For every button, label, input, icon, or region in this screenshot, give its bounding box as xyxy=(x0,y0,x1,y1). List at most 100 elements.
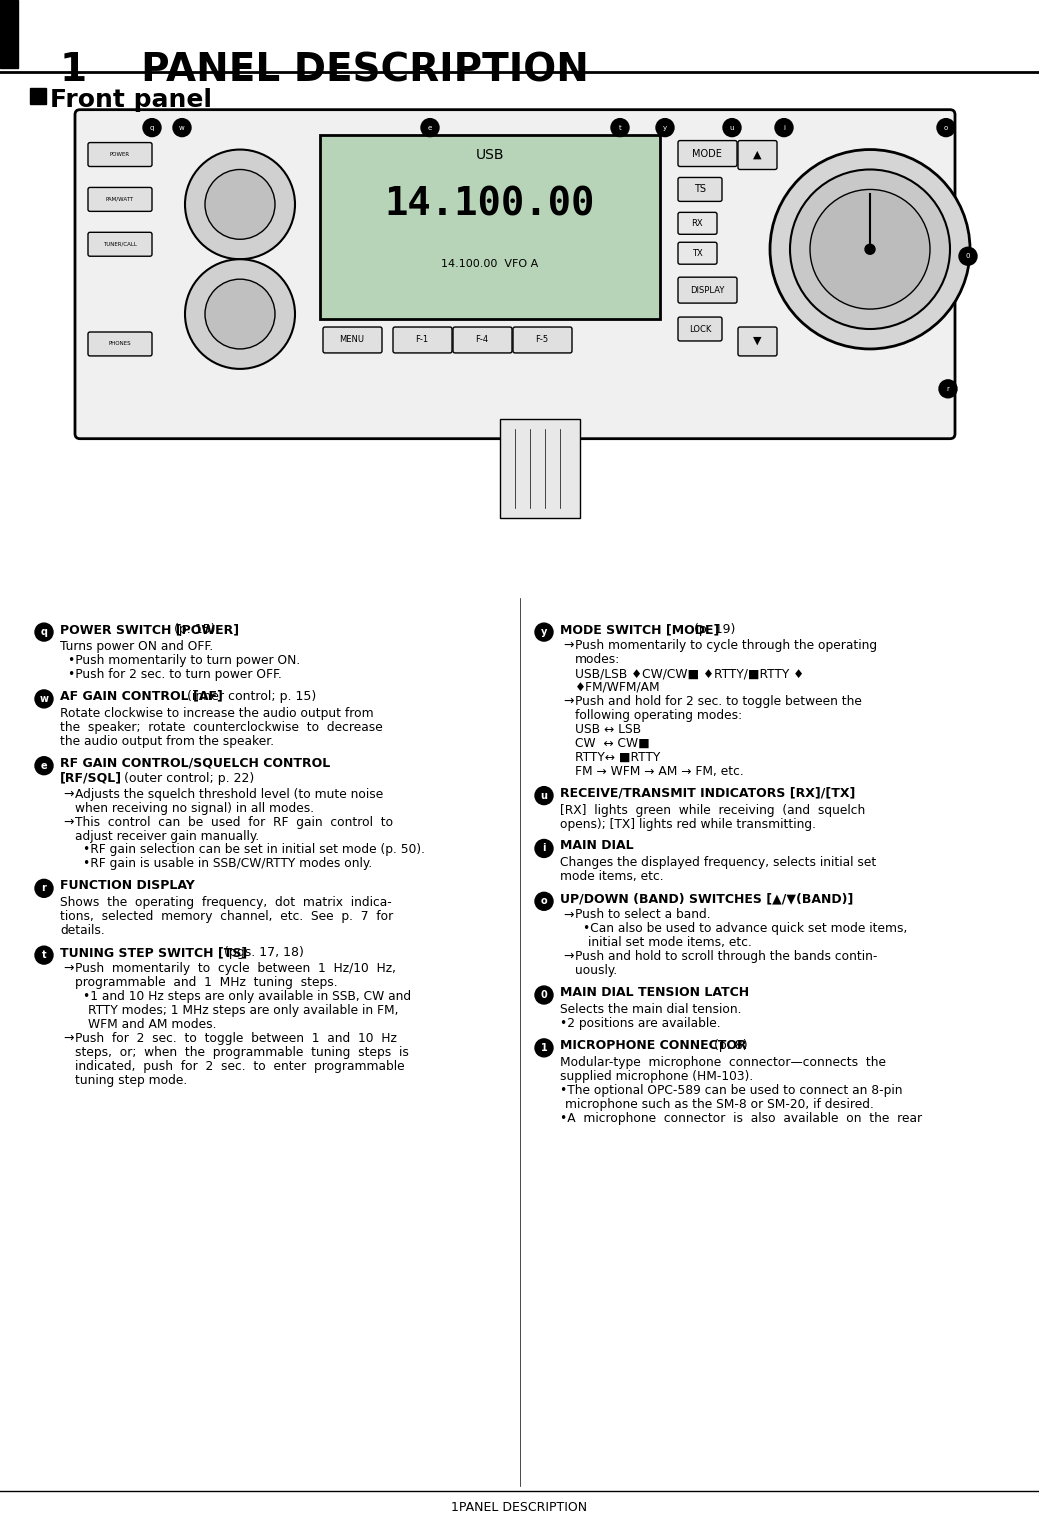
Text: •RF gain selection can be set in initial set mode (p. 50).: •RF gain selection can be set in initial… xyxy=(83,843,425,857)
Text: e: e xyxy=(41,761,48,770)
Text: Changes the displayed frequency, selects initial set: Changes the displayed frequency, selects… xyxy=(560,857,876,870)
Circle shape xyxy=(535,787,553,805)
FancyBboxPatch shape xyxy=(678,317,722,341)
Text: following operating modes:: following operating modes: xyxy=(575,709,742,722)
Text: (p. 19): (p. 19) xyxy=(690,623,736,637)
Text: Adjusts the squelch threshold level (to mute noise: Adjusts the squelch threshold level (to … xyxy=(75,788,383,800)
Text: tions,  selected  memory  channel,  etc.  See  p.  7  for: tions, selected memory channel, etc. See… xyxy=(60,910,393,923)
Text: FM → WFM → AM → FM, etc.: FM → WFM → AM → FM, etc. xyxy=(575,764,744,778)
Text: MODE SWITCH [MODE]: MODE SWITCH [MODE] xyxy=(560,623,719,637)
Text: u: u xyxy=(729,124,735,130)
Text: MICROPHONE CONNECTOR: MICROPHONE CONNECTOR xyxy=(560,1038,747,1052)
Circle shape xyxy=(865,244,875,255)
Text: TX: TX xyxy=(692,249,702,258)
Circle shape xyxy=(35,690,53,708)
Text: r: r xyxy=(42,884,47,893)
Circle shape xyxy=(535,985,553,1004)
Circle shape xyxy=(656,118,674,136)
Text: e: e xyxy=(428,124,432,130)
Bar xyxy=(30,88,46,103)
Text: →: → xyxy=(563,951,574,963)
Circle shape xyxy=(939,381,957,397)
Circle shape xyxy=(959,247,977,265)
Text: RF GAIN CONTROL/SQUELCH CONTROL: RF GAIN CONTROL/SQUELCH CONTROL xyxy=(60,756,330,770)
Text: Push and hold to scroll through the bands contin-: Push and hold to scroll through the band… xyxy=(575,951,877,963)
Text: adjust receiver gain manually.: adjust receiver gain manually. xyxy=(75,829,260,843)
Text: r: r xyxy=(947,387,950,391)
Circle shape xyxy=(790,170,950,329)
Text: tuning step mode.: tuning step mode. xyxy=(75,1073,187,1087)
Text: Shows  the  operating  frequency,  dot  matrix  indica-: Shows the operating frequency, dot matri… xyxy=(60,896,392,910)
Text: •The optional OPC-589 can be used to connect an 8-pin: •The optional OPC-589 can be used to con… xyxy=(560,1084,903,1096)
Text: opens); [TX] lights red while transmitting.: opens); [TX] lights red while transmitti… xyxy=(560,817,816,831)
Text: RX: RX xyxy=(691,218,702,227)
Text: (outer control; p. 22): (outer control; p. 22) xyxy=(119,772,255,785)
Text: t: t xyxy=(618,124,621,130)
FancyBboxPatch shape xyxy=(88,143,152,167)
Text: TUNING STEP SWITCH [TS]: TUNING STEP SWITCH [TS] xyxy=(60,946,247,960)
Text: u: u xyxy=(540,791,548,800)
FancyBboxPatch shape xyxy=(513,327,572,353)
Circle shape xyxy=(143,118,161,136)
FancyBboxPatch shape xyxy=(323,327,382,353)
Text: the audio output from the speaker.: the audio output from the speaker. xyxy=(60,735,274,747)
Text: i: i xyxy=(542,843,545,854)
Text: Rotate clockwise to increase the audio output from: Rotate clockwise to increase the audio o… xyxy=(60,706,374,720)
Circle shape xyxy=(185,150,295,259)
Text: RECEIVE/TRANSMIT INDICATORS [RX]/[TX]: RECEIVE/TRANSMIT INDICATORS [RX]/[TX] xyxy=(560,787,855,799)
Text: TUNER/CALL: TUNER/CALL xyxy=(103,241,137,247)
Text: PAM/WATT: PAM/WATT xyxy=(106,197,134,202)
Circle shape xyxy=(35,756,53,775)
Circle shape xyxy=(205,279,275,349)
Text: steps,  or;  when  the  programmable  tuning  steps  is: steps, or; when the programmable tuning … xyxy=(75,1046,409,1058)
FancyBboxPatch shape xyxy=(453,327,512,353)
Text: [RX]  lights  green  while  receiving  (and  squelch: [RX] lights green while receiving (and s… xyxy=(560,803,865,817)
Circle shape xyxy=(810,190,930,309)
Text: details.: details. xyxy=(60,925,105,937)
Text: microphone such as the SM-8 or SM-20, if desired.: microphone such as the SM-8 or SM-20, if… xyxy=(565,1098,874,1111)
FancyBboxPatch shape xyxy=(678,177,722,202)
FancyBboxPatch shape xyxy=(678,243,717,264)
Text: AF GAIN CONTROL [AF]: AF GAIN CONTROL [AF] xyxy=(60,690,223,703)
FancyBboxPatch shape xyxy=(738,327,777,356)
Text: ♦FM/WFM/AM: ♦FM/WFM/AM xyxy=(575,681,661,694)
FancyBboxPatch shape xyxy=(88,188,152,211)
Circle shape xyxy=(770,150,970,349)
Text: F-4: F-4 xyxy=(476,335,488,344)
Text: This  control  can  be  used  for  RF  gain  control  to: This control can be used for RF gain con… xyxy=(75,816,393,829)
Text: supplied microphone (HM-103).: supplied microphone (HM-103). xyxy=(560,1070,753,1082)
Circle shape xyxy=(185,259,295,368)
Text: 0: 0 xyxy=(540,990,548,1001)
Text: DISPLAY: DISPLAY xyxy=(690,285,724,294)
Text: indicated,  push  for  2  sec.  to  enter  programmable: indicated, push for 2 sec. to enter prog… xyxy=(75,1060,404,1073)
Circle shape xyxy=(421,118,439,136)
Circle shape xyxy=(937,118,955,136)
FancyBboxPatch shape xyxy=(678,141,737,167)
Text: Push momentarily to cycle through the operating: Push momentarily to cycle through the op… xyxy=(575,640,877,652)
Circle shape xyxy=(775,118,793,136)
Text: •Push for 2 sec. to turn power OFF.: •Push for 2 sec. to turn power OFF. xyxy=(68,669,282,681)
Text: 14.100.00  VFO A: 14.100.00 VFO A xyxy=(442,259,538,270)
Text: RTTY↔ ■RTTY: RTTY↔ ■RTTY xyxy=(575,750,660,764)
Text: y: y xyxy=(663,124,667,130)
Bar xyxy=(500,418,580,518)
Circle shape xyxy=(35,623,53,641)
Circle shape xyxy=(723,118,741,136)
Text: i: i xyxy=(783,124,785,130)
Text: t: t xyxy=(42,951,47,960)
Text: q: q xyxy=(41,628,48,637)
Text: MAIN DIAL TENSION LATCH: MAIN DIAL TENSION LATCH xyxy=(560,985,749,999)
Circle shape xyxy=(535,1038,553,1057)
Circle shape xyxy=(535,623,553,641)
Text: •RF gain is usable in SSB/CW/RTTY modes only.: •RF gain is usable in SSB/CW/RTTY modes … xyxy=(83,858,372,870)
Text: initial set mode items, etc.: initial set mode items, etc. xyxy=(588,937,752,949)
Text: q: q xyxy=(150,124,154,130)
Text: MODE: MODE xyxy=(692,149,722,159)
Text: [RF/SQL]: [RF/SQL] xyxy=(60,772,123,785)
Text: →: → xyxy=(63,963,74,975)
Text: 0: 0 xyxy=(965,253,970,259)
Text: programmable  and  1  MHz  tuning  steps.: programmable and 1 MHz tuning steps. xyxy=(75,976,338,988)
Text: PHONES: PHONES xyxy=(109,341,131,347)
Circle shape xyxy=(535,893,553,910)
Text: Front panel: Front panel xyxy=(50,88,212,112)
